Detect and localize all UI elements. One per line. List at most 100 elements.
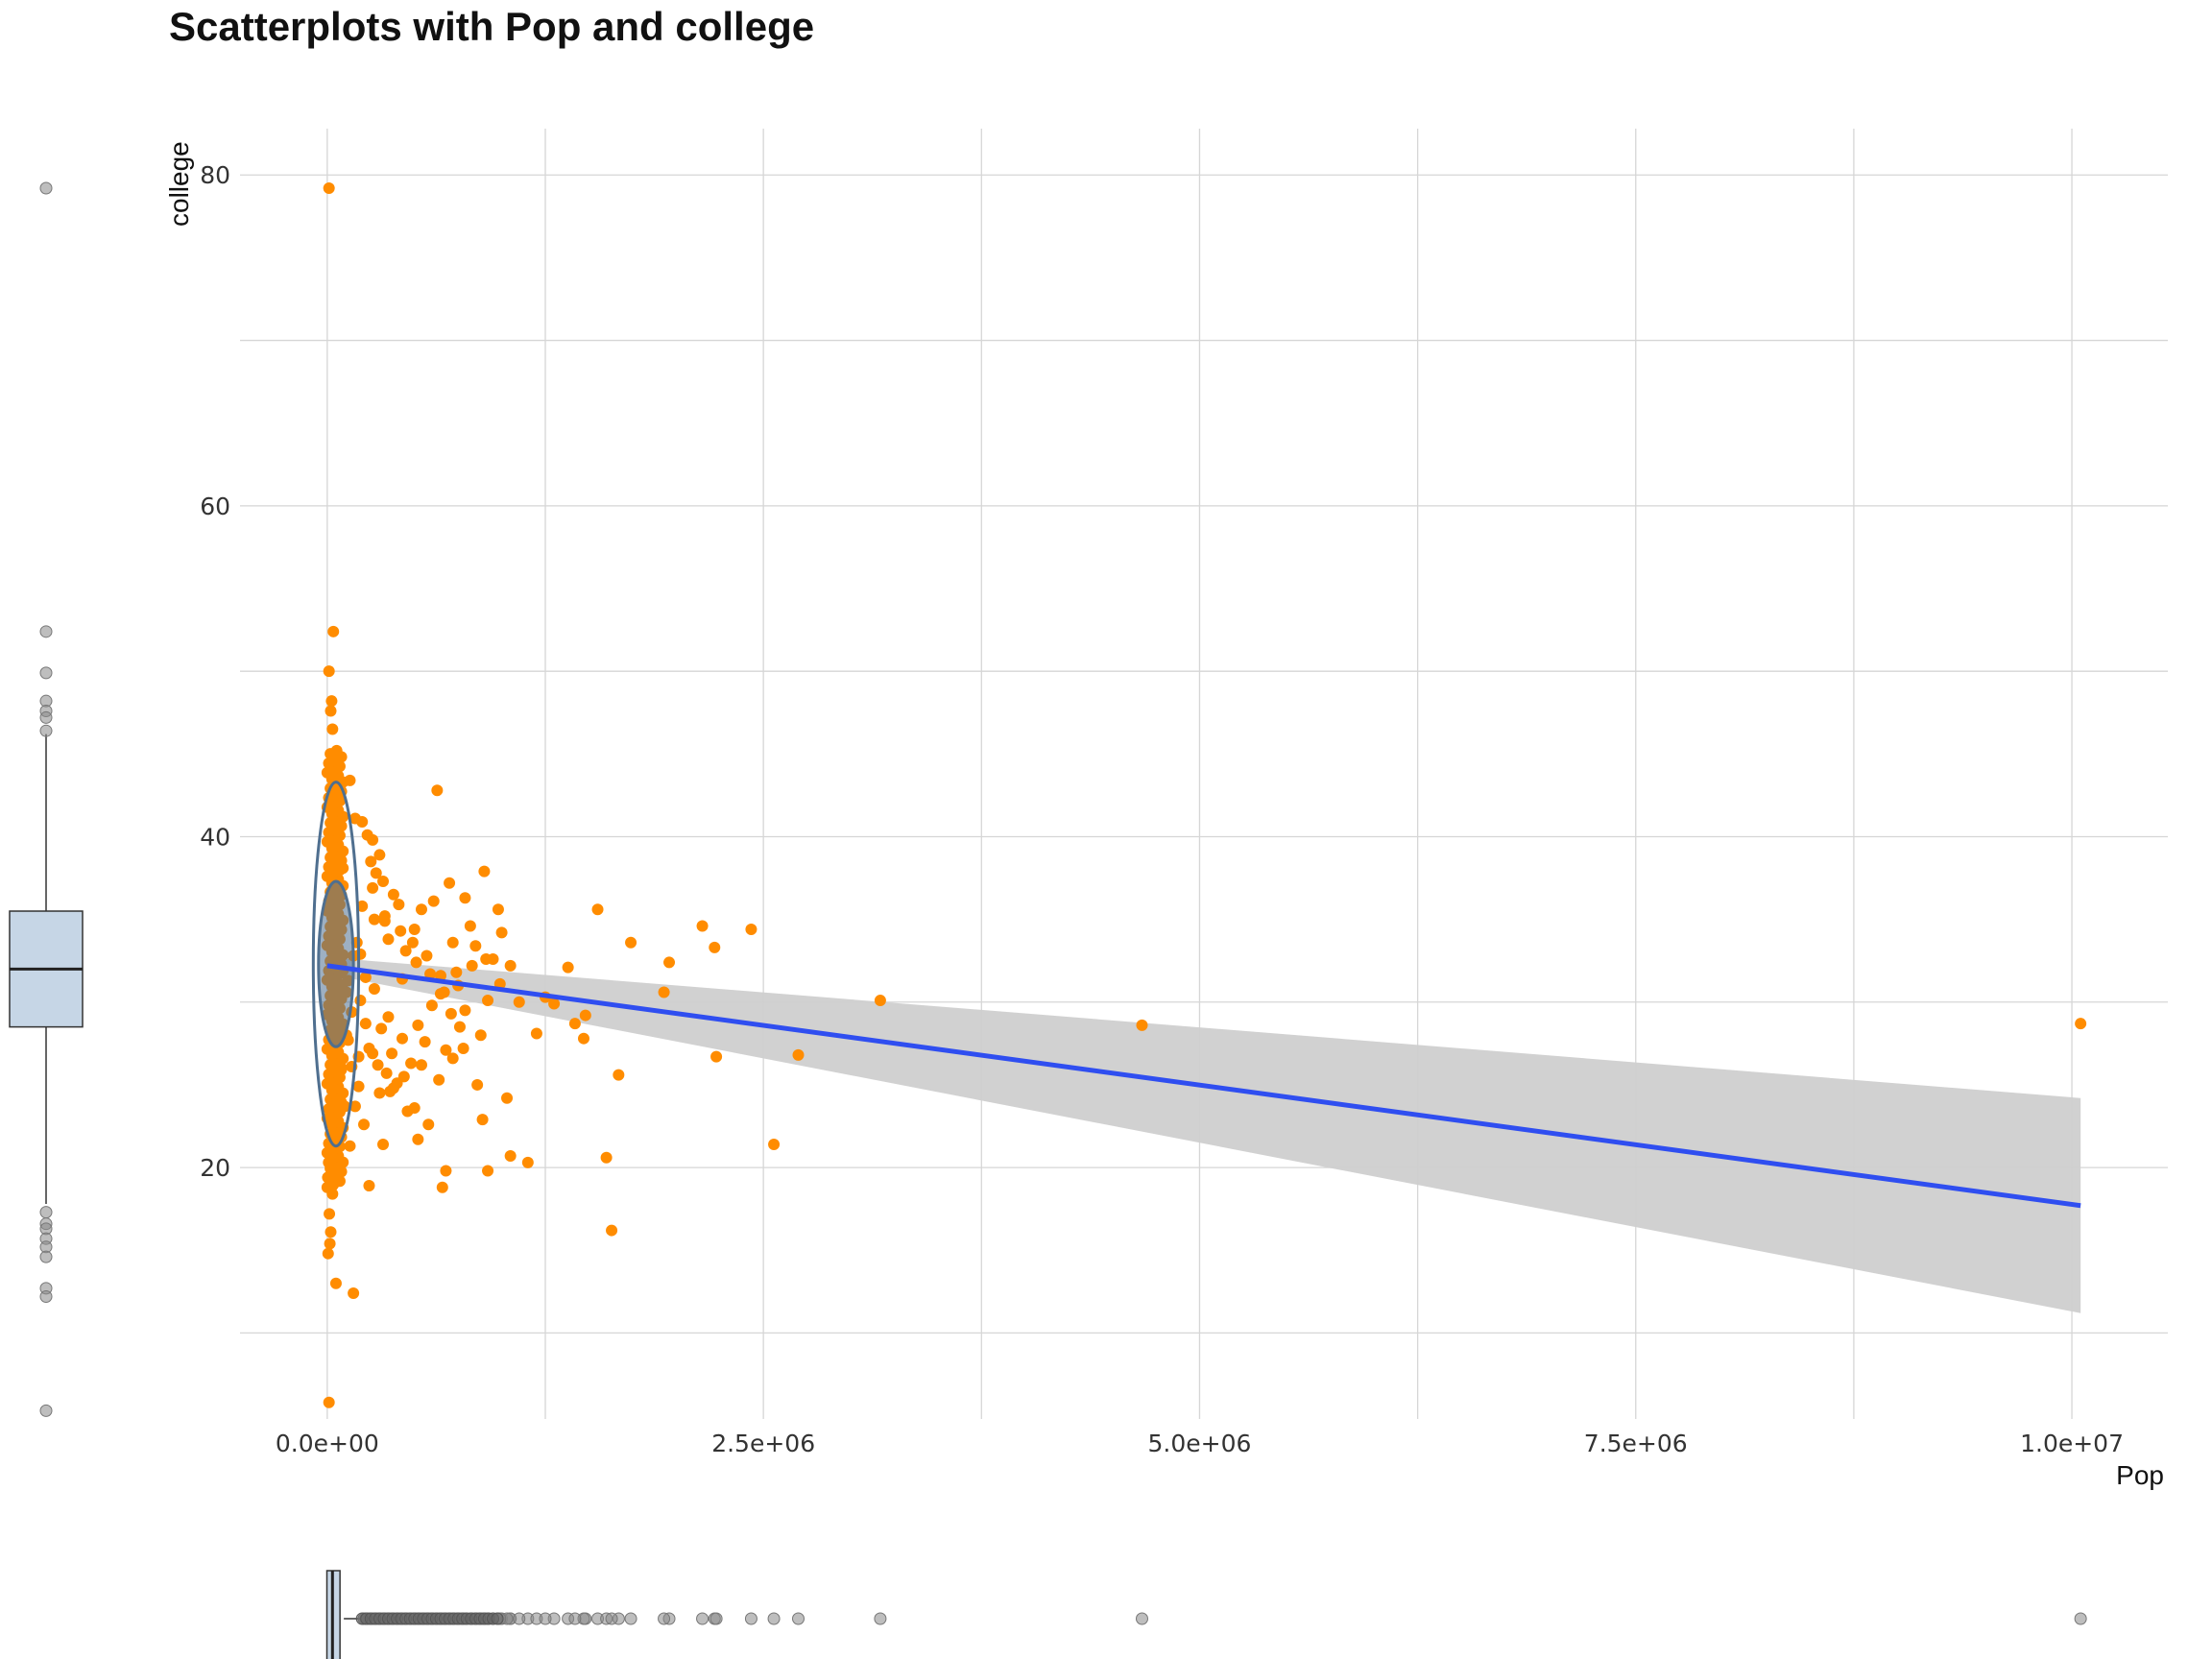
y-box-outlier [39, 1289, 53, 1303]
x-tick-label: 0.0e+00 [276, 1430, 379, 1457]
y-tick-label: 40 [200, 823, 230, 851]
x-box-outlier [767, 1612, 781, 1625]
x-box-outlier [709, 1612, 723, 1625]
data-point [408, 923, 421, 935]
data-point [396, 1032, 408, 1045]
data-point [469, 940, 482, 952]
data-point [658, 986, 670, 998]
data-point [579, 1009, 591, 1022]
data-point [625, 936, 637, 949]
data-point [433, 1073, 445, 1086]
data-point [431, 784, 444, 797]
y-box-outlier [39, 181, 53, 195]
data-point [324, 1238, 336, 1250]
data-point [373, 849, 386, 861]
data-point [438, 986, 450, 998]
x-box-outlier [491, 1612, 504, 1625]
data-point [377, 876, 390, 887]
data-point [591, 903, 604, 916]
data-point [474, 1029, 487, 1042]
data-point [323, 182, 335, 195]
x-box-outlier [792, 1612, 805, 1625]
x-box-outlier [624, 1612, 637, 1625]
x-box-outlier [658, 1612, 671, 1625]
y-tick-label: 20 [200, 1154, 230, 1182]
data-point [768, 1138, 781, 1150]
data-point [457, 1043, 469, 1055]
data-point [367, 833, 379, 846]
y-marginal-boxplot [9, 181, 84, 1417]
x-box-outlier [696, 1612, 709, 1625]
data-point [606, 1224, 618, 1237]
data-point [329, 1277, 342, 1289]
grid-lines [240, 129, 2168, 1419]
data-point [415, 1059, 427, 1071]
density-ellipse [311, 781, 361, 1148]
data-point [395, 925, 407, 937]
data-point [349, 1100, 361, 1113]
data-point [375, 1022, 388, 1035]
data-point [323, 1396, 335, 1408]
density-ellipse [317, 879, 355, 1048]
data-point [368, 913, 380, 926]
data-point [330, 744, 343, 757]
chart-title: Scatterplots with Pop and college [169, 4, 814, 49]
data-point [405, 1057, 418, 1070]
data-point [422, 1118, 435, 1131]
data-point [504, 1150, 517, 1163]
data-point [492, 903, 504, 916]
data-point [482, 1165, 494, 1177]
y-box-outlier [39, 1404, 53, 1417]
data-point [358, 1118, 371, 1131]
density-ellipse-layer [311, 781, 361, 1148]
data-point [359, 971, 372, 983]
data-point [384, 1085, 397, 1097]
x-tick-label: 7.5e+06 [1584, 1430, 1688, 1457]
data-point [367, 1047, 379, 1060]
regression-line [326, 963, 2081, 1209]
data-point [436, 1181, 448, 1193]
y-box-outlier [39, 1250, 53, 1263]
data-point [370, 867, 382, 879]
data-point [450, 966, 463, 978]
data-point [548, 998, 561, 1010]
data-point [322, 1247, 334, 1260]
data-point [459, 1004, 471, 1017]
data-point [480, 952, 493, 965]
data-point [344, 1140, 356, 1152]
data-point [421, 950, 433, 962]
data-point [476, 1114, 489, 1126]
data-point [354, 948, 367, 960]
y-tick-label: 80 [200, 161, 230, 189]
data-point [2075, 1018, 2087, 1030]
x-box-outlier [605, 1612, 618, 1625]
regression-line-layer [326, 963, 2081, 1209]
x-axis-label: Pop [2116, 1460, 2164, 1490]
data-point [354, 995, 367, 1007]
data-point [382, 933, 395, 946]
data-point [709, 941, 721, 953]
data-point [372, 1059, 384, 1071]
data-point [324, 1208, 336, 1220]
data-point [471, 1078, 484, 1091]
data-point [501, 1092, 514, 1104]
data-point [359, 1018, 372, 1030]
x-marginal-boxplot [325, 1570, 2087, 1659]
y-box-outlier [39, 724, 53, 737]
data-point [373, 1087, 386, 1099]
data-point [444, 877, 456, 889]
data-point [412, 1019, 424, 1031]
y-box-outlier [39, 1206, 53, 1219]
x-tick-label: 5.0e+06 [1148, 1430, 1252, 1457]
y-box-outlier [39, 710, 53, 724]
x-box-outlier [513, 1612, 526, 1625]
data-point [363, 1180, 375, 1192]
y-box-outlier [39, 666, 53, 680]
data-point [874, 995, 886, 1007]
data-point [464, 920, 476, 932]
x-tick-label: 2.5e+06 [711, 1430, 815, 1457]
data-point [325, 1226, 337, 1238]
data-point [521, 1156, 534, 1168]
data-point [406, 936, 419, 949]
